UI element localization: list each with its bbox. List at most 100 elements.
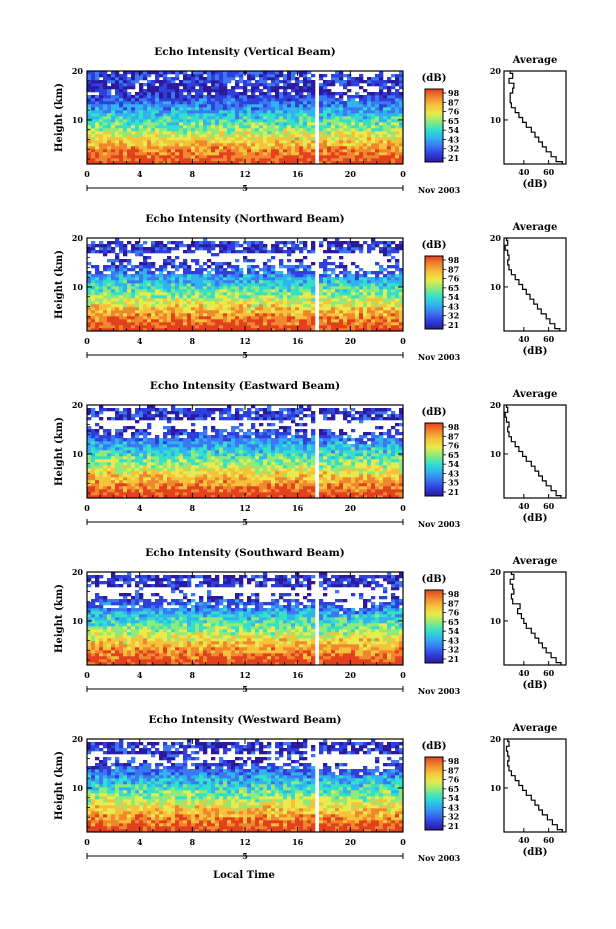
heatmap-cell [191, 80, 196, 84]
heatmap-cell [103, 459, 108, 463]
heatmap-cell [135, 492, 140, 496]
heatmap-cell [95, 435, 100, 439]
heatmap-cell [115, 489, 120, 493]
heatmap-cell [131, 486, 136, 490]
heatmap-cell [107, 456, 112, 460]
heatmap-cell [235, 274, 240, 278]
heatmap-cell [311, 122, 316, 126]
heatmap-cell [319, 301, 324, 305]
heatmap-cell [207, 125, 212, 129]
heatmap-cell [347, 116, 352, 120]
heatmap-cell [311, 292, 316, 296]
heatmap-cell [199, 277, 204, 281]
heatmap-cell [135, 310, 140, 314]
heatmap-cell [95, 438, 100, 442]
heatmap-cell [379, 319, 384, 323]
heatmap-cell [271, 292, 276, 296]
heatmap-cell [339, 244, 344, 248]
heatmap-cell [259, 152, 264, 156]
heatmap-cell [119, 429, 124, 433]
heatmap-cell [231, 113, 236, 117]
x-tick-label: 16 [292, 169, 304, 179]
colorbar-level-label: 65 [448, 116, 459, 126]
heatmap-cell [387, 328, 392, 332]
heatmap-cell [395, 149, 400, 153]
heatmap-cell [255, 289, 260, 293]
heatmap-cell [187, 322, 192, 326]
heatmap-cell [99, 492, 104, 496]
heatmap-cell [347, 74, 352, 78]
heatmap-cell [119, 465, 124, 469]
heatmap-cell [175, 298, 180, 302]
heatmap-cell [355, 131, 360, 135]
heatmap-cell [103, 83, 108, 87]
heatmap-cell [143, 247, 148, 251]
heatmap-cell [279, 92, 284, 96]
heatmap-cell [131, 113, 136, 117]
heatmap-cell [387, 319, 392, 323]
heatmap-cell [343, 319, 348, 323]
heatmap-cell [223, 301, 228, 305]
heatmap-cell [391, 92, 396, 96]
heatmap-cell [363, 307, 368, 311]
heatmap-cell [383, 137, 388, 141]
heatmap-cell [147, 149, 152, 153]
heatmap-cell [275, 322, 280, 326]
heatmap-cell [131, 289, 136, 293]
heatmap-cell [239, 71, 244, 75]
heatmap-cell [143, 444, 148, 448]
heatmap-cell [323, 113, 328, 117]
heatmap-cell [87, 119, 92, 123]
heatmap-cell [267, 286, 272, 290]
heatmap-cell [307, 271, 312, 275]
heatmap-cell [367, 128, 372, 132]
heatmap-cell [343, 301, 348, 305]
heatmap-cell [127, 319, 132, 323]
heatmap-cell [179, 304, 184, 308]
heatmap-cell [211, 137, 216, 141]
heatmap-cell [175, 74, 180, 78]
heatmap-cell [131, 310, 136, 314]
heatmap-cell [135, 489, 140, 493]
heatmap-cell [395, 119, 400, 123]
heatmap-cell [303, 304, 308, 308]
heatmap-cell [263, 155, 268, 159]
heatmap-cell [391, 292, 396, 296]
heatmap-cell [159, 74, 164, 78]
heatmap-cell [343, 119, 348, 123]
colorbar-level-label: 43 [448, 134, 460, 144]
heatmap-cell [355, 125, 360, 129]
heatmap-cell [359, 116, 364, 120]
heatmap-cell [147, 158, 152, 162]
heatmap-cell [303, 286, 308, 290]
heatmap-cell [371, 283, 376, 287]
heatmap-cell [95, 471, 100, 475]
heatmap-cell [371, 277, 376, 281]
heatmap-cell [151, 322, 156, 326]
heatmap-cell [283, 89, 288, 93]
colorbar-level-label: 54 [448, 292, 460, 302]
heatmap-cell [123, 325, 128, 329]
heatmap-cell [171, 298, 176, 302]
heatmap-cell [167, 71, 172, 75]
heatmap-cell [99, 86, 104, 90]
heatmap-cell [327, 322, 332, 326]
heatmap-cell [383, 158, 388, 162]
heatmap-cell [239, 119, 244, 123]
heatmap-cell [143, 155, 148, 159]
heatmap-cell [163, 289, 168, 293]
heatmap-cell [151, 265, 156, 269]
heatmap-cell [143, 158, 148, 162]
heatmap-cell [127, 459, 132, 463]
heatmap-cell [199, 101, 204, 105]
heatmap-cell [383, 295, 388, 299]
heatmap-cell [355, 277, 360, 281]
heatmap-cell [371, 286, 376, 290]
heatmap-cell [203, 98, 208, 102]
heatmap-cell [259, 301, 264, 305]
heatmap-cell [135, 116, 140, 120]
heatmap-cell [327, 268, 332, 272]
heatmap-cell [239, 244, 244, 248]
heatmap-cell [283, 250, 288, 254]
heatmap-cell [147, 286, 152, 290]
